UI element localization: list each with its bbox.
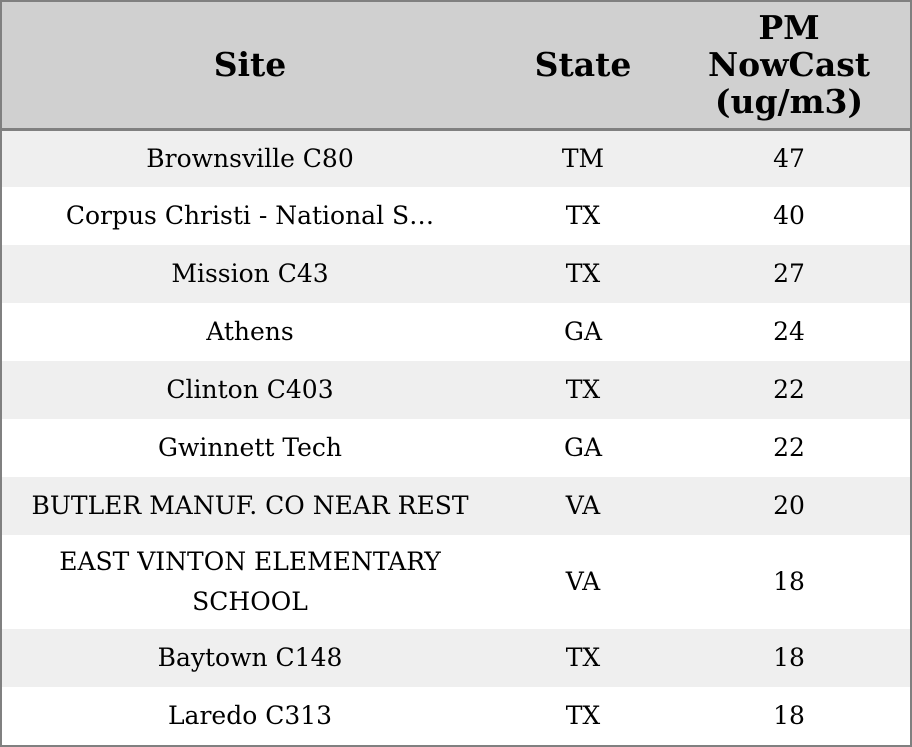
table-row: Mission C43 TX 27: [2, 245, 910, 303]
pm-value-cell: 22: [773, 433, 805, 462]
state-cell: GA: [563, 317, 603, 346]
site-cell: Clinton C403: [166, 375, 334, 404]
pm-value-cell: 40: [773, 201, 805, 230]
table-row: EAST VINTON ELEMENTARY SCHOOL VA 18: [2, 535, 910, 629]
site-cell: Laredo C313: [167, 700, 333, 730]
state-cell: TX: [565, 259, 601, 288]
pm-value-cell: 24: [773, 317, 805, 346]
state-cell: TX: [565, 201, 601, 230]
pm-value-cell: 18: [773, 643, 805, 672]
site-cell: Corpus Christi - National S…: [65, 201, 435, 230]
column-header-site: Site: [2, 2, 498, 131]
table-row: BUTLER MANUF. CO NEAR REST VA 20: [2, 477, 910, 535]
state-cell: GA: [563, 433, 603, 462]
table-row: Gwinnett Tech GA 22: [2, 419, 910, 477]
pm-value-cell: 22: [773, 375, 805, 404]
site-cell: Brownsville C80: [146, 143, 354, 173]
table-row: Brownsville C80 TM 47: [2, 129, 910, 187]
state-cell: TX: [565, 375, 601, 404]
column-header-pm-line-2: NowCast: [707, 45, 871, 85]
table-row: Laredo C313 TX 18: [2, 687, 910, 744]
site-cell: Mission C43: [171, 259, 329, 288]
state-cell: TX: [565, 700, 601, 730]
table-header-row: Site State PM NowCast (ug/m3): [2, 2, 910, 131]
site-cell: Baytown C148: [157, 643, 343, 672]
site-cell: Gwinnett Tech: [157, 433, 343, 462]
state-cell: VA: [565, 491, 601, 520]
site-cell: Athens: [206, 317, 294, 346]
table-row: Corpus Christi - National S… TX 40: [2, 187, 910, 245]
pm-value-cell: 20: [773, 491, 805, 520]
column-header-pm-nowcast: PM NowCast (ug/m3): [668, 2, 910, 131]
state-cell: TM: [561, 143, 605, 173]
pm-value-cell: 18: [773, 567, 805, 596]
column-header-pm-line-1: PM: [758, 8, 820, 48]
pm-value-cell: 18: [773, 700, 805, 730]
site-cell: EAST VINTON ELEMENTARY SCHOOL: [59, 547, 441, 616]
table-row: Clinton C403 TX 22: [2, 361, 910, 419]
column-header-pm-line-3: (ug/m3): [714, 82, 864, 122]
pm-value-cell: 27: [773, 259, 805, 288]
state-cell: TX: [565, 643, 601, 672]
state-cell: VA: [565, 567, 601, 596]
table-row: Athens GA 24: [2, 303, 910, 361]
pm-value-cell: 47: [773, 143, 805, 173]
column-header-state: State: [498, 2, 668, 131]
site-cell: BUTLER MANUF. CO NEAR REST: [31, 491, 469, 520]
table-row: Baytown C148 TX 18: [2, 629, 910, 687]
